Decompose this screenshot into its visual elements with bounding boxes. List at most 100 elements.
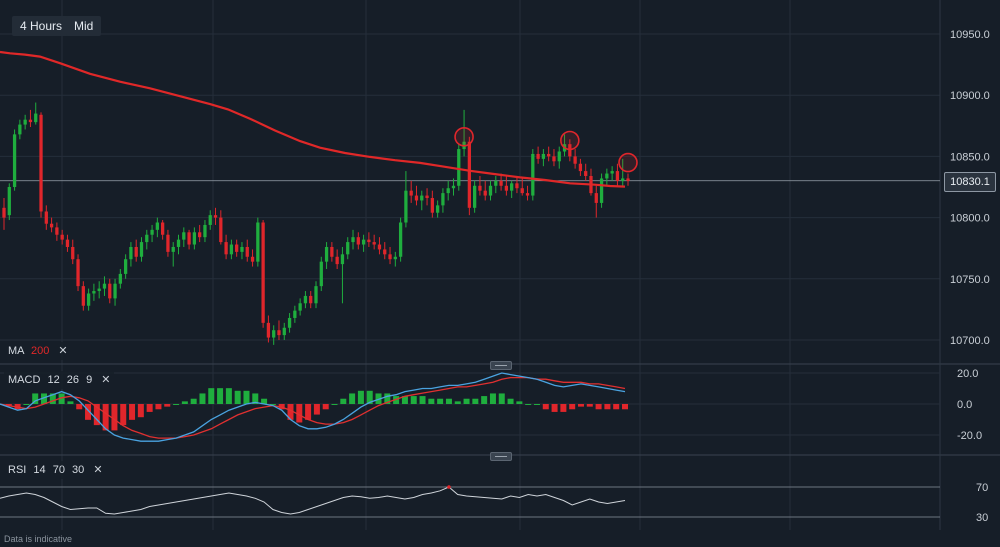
candle-body <box>584 171 588 176</box>
candle-body <box>92 291 96 294</box>
candle-body <box>123 259 128 274</box>
candle-body <box>393 256 397 260</box>
candle-body <box>198 232 202 238</box>
candle-body <box>510 183 514 191</box>
candle-body <box>488 185 493 196</box>
macd-histogram-bar <box>234 390 241 404</box>
candle-body <box>298 303 302 311</box>
macd-histogram-bar <box>401 396 408 404</box>
macd-indicator-label[interactable]: MACD 12 26 9 ✕ <box>4 371 115 389</box>
candle-body <box>531 153 535 196</box>
ma-close-icon[interactable]: ✕ <box>58 345 68 357</box>
macd-histogram-bar <box>533 404 540 405</box>
candle-body <box>483 190 487 196</box>
candle-body <box>494 180 498 186</box>
candle-body <box>293 310 297 318</box>
candle-body <box>245 246 249 257</box>
candle-body <box>44 211 48 224</box>
candle-body <box>23 119 27 125</box>
rsi-upper: 70 <box>52 464 65 476</box>
candle-body <box>626 178 630 181</box>
candle-body <box>187 232 191 245</box>
candle-body <box>192 232 197 245</box>
macd-histogram-bar <box>313 404 320 415</box>
macd-histogram-bar <box>252 393 259 404</box>
candle-body <box>356 237 360 245</box>
candle-body <box>240 246 244 252</box>
candle-body <box>155 222 159 230</box>
price-tick-label: 10900.0 <box>950 90 990 102</box>
macd-histogram-bar <box>419 396 426 404</box>
macd-histogram-bar <box>454 401 461 404</box>
ma-indicator-label[interactable]: MA 200 ✕ <box>4 342 72 360</box>
candle-body <box>404 190 408 223</box>
macd-histogram-bar <box>322 404 329 410</box>
candle-body <box>108 283 112 299</box>
highlight-circle <box>560 130 580 151</box>
candle-body <box>499 180 503 186</box>
price-type-selector[interactable]: Mid <box>66 16 102 36</box>
candle-body <box>446 188 450 194</box>
macd-histogram-bar <box>129 404 136 420</box>
macd-histogram-bar <box>507 398 514 404</box>
rsi-indicator-label[interactable]: RSI 14 70 30 ✕ <box>4 461 107 479</box>
candle-body <box>615 171 620 181</box>
candle-body <box>435 205 440 213</box>
rsi-name: RSI <box>8 464 27 476</box>
pane-resize-handle-macd[interactable] <box>490 361 512 370</box>
candle-body <box>383 249 387 255</box>
candle-body <box>176 239 181 247</box>
candle-body <box>541 153 546 159</box>
rsi-tick-label: 30 <box>976 512 988 524</box>
candle-body <box>430 198 434 213</box>
candle-body <box>224 242 228 255</box>
candle-body <box>28 119 33 123</box>
candle-body <box>372 242 376 245</box>
rsi-period: 14 <box>33 464 46 476</box>
macd-histogram-bar <box>137 404 144 418</box>
macd-histogram-bar <box>445 398 452 404</box>
candle-body <box>171 246 175 252</box>
macd-histogram-bar <box>93 404 100 426</box>
macd-histogram-bar <box>551 404 558 412</box>
macd-histogram-bar <box>85 404 92 420</box>
ma200-line <box>0 50 626 188</box>
macd-histogram-bar <box>111 404 118 431</box>
candle-body <box>409 190 413 196</box>
macd-histogram-bar <box>102 404 109 431</box>
candle-body <box>76 259 80 287</box>
candle-body <box>309 295 313 304</box>
macd-histogram-bar <box>76 404 83 410</box>
candle-body <box>229 244 234 255</box>
macd-histogram-bar <box>331 404 338 405</box>
macd-fast: 12 <box>47 374 60 386</box>
candle-body <box>49 223 54 228</box>
candle-body <box>594 193 598 203</box>
candle-body <box>213 215 218 218</box>
macd-histogram-bar <box>261 398 268 404</box>
macd-histogram-bar <box>525 404 532 405</box>
interval-selector[interactable]: 4 Hours <box>12 16 71 36</box>
candle-body <box>272 330 276 338</box>
candle-body <box>39 114 43 212</box>
candle-body <box>282 327 286 336</box>
rsi-tick-label: 70 <box>976 482 988 494</box>
candle-body <box>182 232 186 240</box>
rsi-close-icon[interactable]: ✕ <box>93 464 103 476</box>
candle-body <box>420 195 424 201</box>
macd-histogram-bar <box>243 390 250 404</box>
macd-close-icon[interactable]: ✕ <box>101 374 111 386</box>
candle-body <box>71 246 75 260</box>
macd-histogram-bar <box>428 398 435 404</box>
macd-histogram-bar <box>23 404 30 405</box>
pane-resize-handle-rsi[interactable] <box>490 452 512 461</box>
candle-body <box>398 222 403 257</box>
macd-histogram-bar <box>58 393 65 404</box>
macd-histogram-bar <box>410 396 417 404</box>
candle-body <box>287 317 292 328</box>
candle-body <box>467 141 471 208</box>
candle-body <box>340 254 345 265</box>
candle-body <box>203 224 207 238</box>
candle-body <box>319 261 323 287</box>
